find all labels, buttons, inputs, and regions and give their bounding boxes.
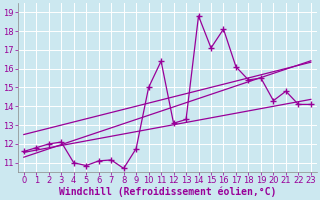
X-axis label: Windchill (Refroidissement éolien,°C): Windchill (Refroidissement éolien,°C) bbox=[59, 187, 276, 197]
